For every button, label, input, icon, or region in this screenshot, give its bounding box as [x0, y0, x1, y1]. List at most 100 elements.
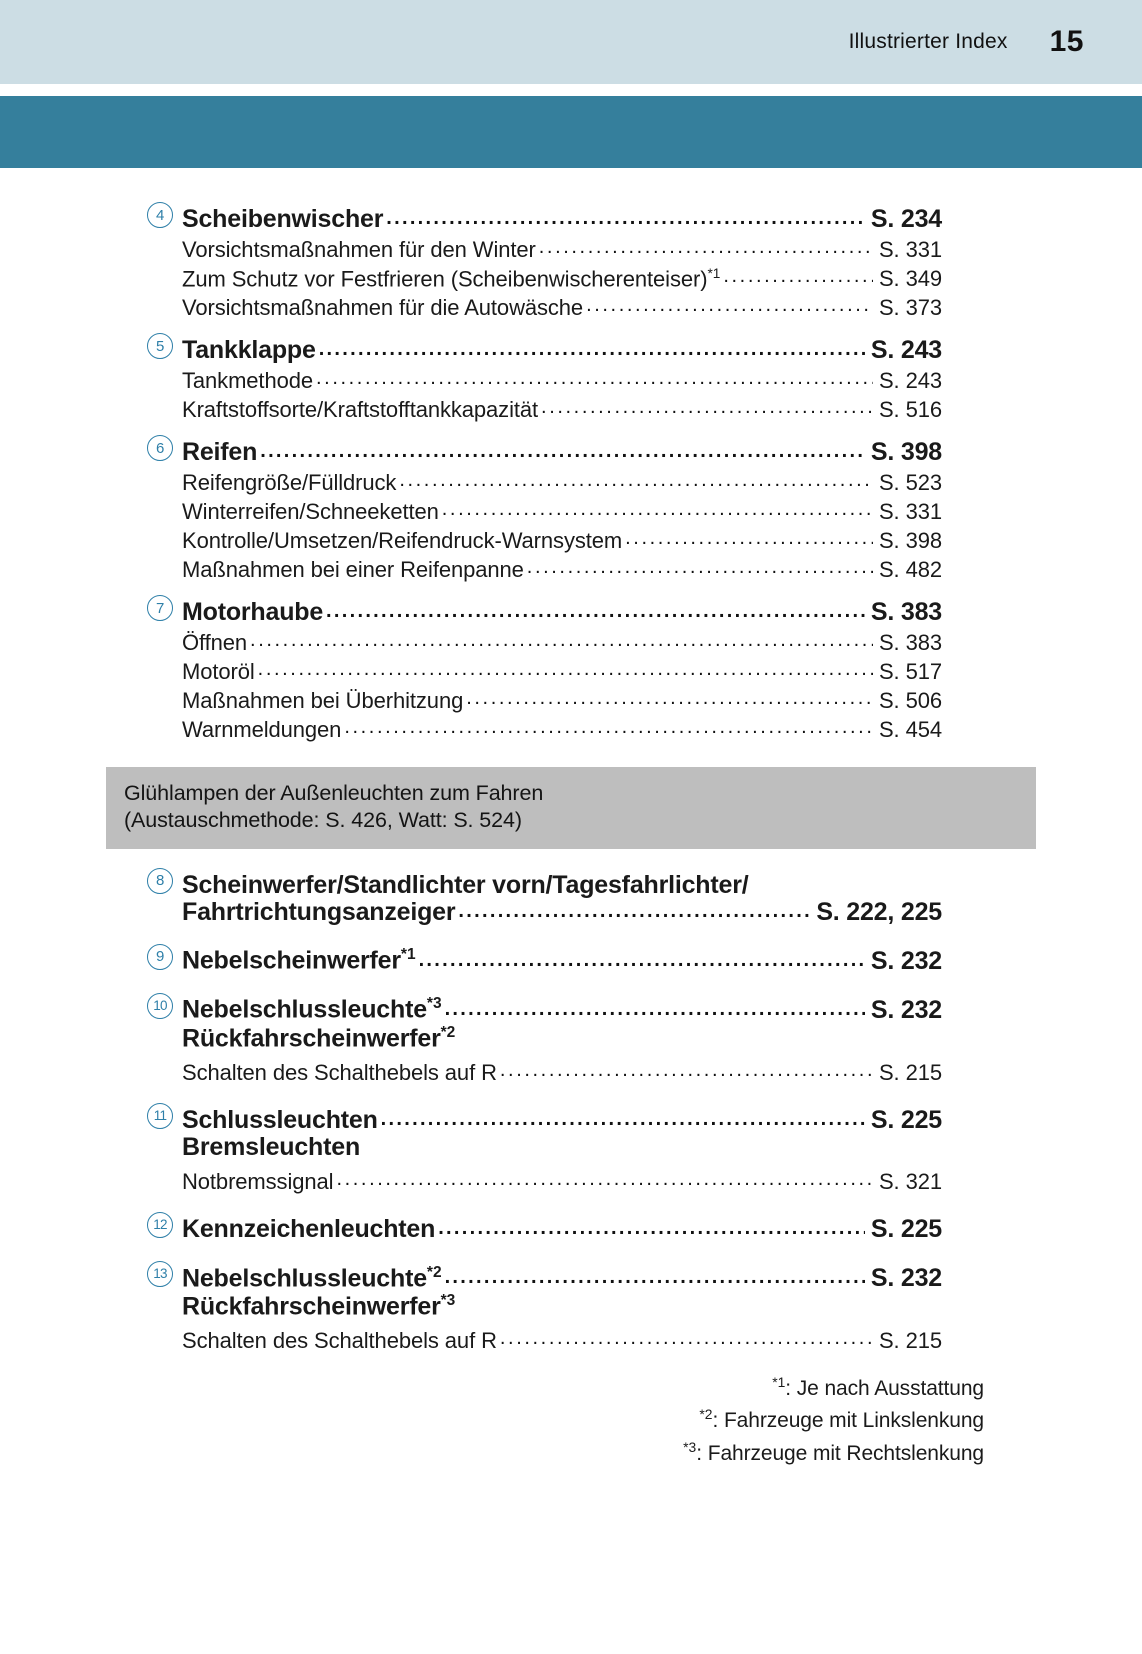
index-sub-row[interactable]: Notbremssignal S. 321: [0, 1169, 1142, 1193]
index-number-cell: [138, 921, 182, 925]
footnote-line-2: *2: Fahrzeuge mit Linkslenkung: [699, 1406, 984, 1433]
index-number-cell: [138, 1189, 182, 1193]
index-sub-row[interactable]: Tankmethode S. 243: [0, 368, 1142, 392]
index-main-label: Motorhaube: [182, 598, 324, 626]
circled-number-12: 12: [147, 1212, 173, 1239]
leader-dots: [326, 601, 865, 621]
index-main-row[interactable]: 13 Nebelschlussleuchte*2 S. 232: [0, 1261, 1142, 1291]
index-main-row-cont: Bremsleuchten: [0, 1135, 1142, 1160]
index-main-row[interactable]: 10 Nebelschlussleuchte*3 S. 232: [0, 992, 1142, 1024]
index-number-cell: 9: [138, 943, 182, 974]
index-sub-row[interactable]: Vorsichtsmaßnahmen für die Autowäsche S. …: [0, 295, 1142, 319]
index-main-row[interactable]: 4 Scheibenwischer S. 234: [0, 202, 1142, 232]
index-main-page: S. 398: [870, 438, 942, 466]
index-sub-page: S. 517: [878, 659, 942, 684]
index-main-label: Scheinwerfer/Standlichter vorn/Tagesfahr…: [182, 870, 749, 899]
index-main-label: Schlussleuchten: [182, 1106, 378, 1135]
index-sub-label: Schalten des Schalthebels auf R: [182, 1328, 497, 1354]
index-sub-label: Tankmethode: [182, 368, 313, 393]
leader-dots: [586, 295, 873, 315]
footnote-line-1: *1: Je nach Ausstattung: [772, 1374, 984, 1400]
index-main-page: S. 225: [870, 1215, 942, 1244]
footnote-marker: *1: [707, 265, 721, 281]
index-sub-row[interactable]: Kontrolle/Umsetzen/Reifendruck-Warnsyste…: [0, 528, 1142, 552]
index-main-label: Nebelschlussleuchte*3: [182, 995, 442, 1024]
page-number: 15: [1049, 25, 1084, 58]
index-number-cell: [138, 490, 182, 494]
index-main-row-cont[interactable]: Fahrtrichtungsanzeiger S. 222, 225: [0, 897, 1142, 926]
index-sub-label: Motoröl: [182, 659, 255, 684]
index-group: 9 Nebelscheinwerfer*1 S. 232: [0, 943, 1142, 975]
leader-dots: [541, 397, 873, 417]
index-sub-row[interactable]: Schalten des Schalthebels auf R S. 215: [0, 1328, 1142, 1352]
index-sub-label: Kraftstoffsorte/Kraftstofftankkapazität: [182, 397, 539, 422]
footnote-marker: *2: [426, 1263, 442, 1281]
index-sub-label: Kontrolle/Umsetzen/Reifendruck-Warnsyste…: [182, 528, 623, 553]
index-sub-row[interactable]: Maßnahmen bei einer Reifenpanne S. 482: [0, 557, 1142, 581]
index-sub-row[interactable]: Vorsichtsmaßnahmen für den Winter S. 331: [0, 237, 1142, 261]
index-sub-row[interactable]: Öffnen S. 383: [0, 630, 1142, 654]
leader-dots: [381, 1109, 865, 1129]
index-sub-label: Öffnen: [182, 630, 248, 655]
leader-dots: [539, 237, 873, 257]
index-sub-row[interactable]: Winterreifen/Schneeketten S. 331: [0, 499, 1142, 523]
index-main-label: Tankklappe: [182, 336, 316, 364]
leader-dots: [458, 901, 810, 921]
index-group: 6 Reifen S. 398 Reifengröße/Fülldruck S. 523…: [0, 435, 1142, 581]
index-main-row[interactable]: 11 Schlussleuchten S. 225: [0, 1103, 1142, 1133]
index-sub-row[interactable]: Maßnahmen bei Überhitzung S. 506: [0, 688, 1142, 712]
leader-dots: [316, 368, 873, 388]
index-main-row[interactable]: 5 Tankklappe S. 243: [0, 333, 1142, 363]
index-main-page: S. 232: [870, 1264, 942, 1293]
index-main-row[interactable]: 12 Kennzeichenleuchten S. 225: [0, 1212, 1142, 1242]
index-sub-row[interactable]: Schalten des Schalthebels auf R S. 215: [0, 1060, 1142, 1084]
index-number-cell: [138, 315, 182, 319]
index-main-label: Kennzeichenleuchten: [182, 1215, 436, 1244]
footnote-marker: *2: [440, 1023, 456, 1041]
index-sub-page: S. 349: [878, 266, 942, 291]
index-number-cell: 5: [138, 333, 182, 363]
index-sub-row[interactable]: Motoröl S. 517: [0, 659, 1142, 683]
index-number-cell: 6: [138, 435, 182, 465]
index-main-row-cont: Rückfahrscheinwerfer*2: [0, 1025, 1142, 1051]
index-main-label: Fahrtrichtungsanzeiger: [182, 897, 456, 926]
index-number-cell: 8: [138, 867, 182, 898]
index-number-cell: [138, 1315, 182, 1319]
index-sub-page: S. 321: [878, 1169, 942, 1195]
index-main-row[interactable]: 8 Scheinwerfer/Standlichter vorn/Tagesfah…: [0, 867, 1142, 899]
index-sub-row[interactable]: Zum Schutz vor Festfrieren (Scheibenwisc…: [0, 266, 1142, 290]
leader-dots: [344, 717, 873, 737]
index-main-page: S. 232: [870, 946, 942, 975]
index-sub-page: S. 331: [878, 499, 942, 524]
footnotes: *1: Je nach Ausstattung *2: Fahrzeuge mit…: [683, 1372, 984, 1469]
index-number-cell: [138, 577, 182, 581]
index-sub-page: S. 398: [878, 528, 942, 553]
leader-dots: [319, 339, 865, 359]
index-main-row[interactable]: 9 Nebelscheinwerfer*1 S. 232: [0, 943, 1142, 975]
index-number-cell: [138, 388, 182, 392]
leader-dots: [500, 1060, 873, 1080]
index-number-cell: [138, 1348, 182, 1352]
index-sub-page: S. 215: [878, 1328, 942, 1354]
index-number-cell: 13: [138, 1261, 182, 1291]
accent-band: [0, 96, 1142, 168]
index-main-row[interactable]: 7 Motorhaube S. 383: [0, 595, 1142, 625]
index-sub-row[interactable]: Warnmeldungen S. 454: [0, 717, 1142, 741]
index-number-cell: [138, 679, 182, 683]
index-main-row[interactable]: 6 Reifen S. 398: [0, 435, 1142, 465]
index-upper-groups: 4 Scheibenwischer S. 234 Vorsichtsmaßnahmen…: [0, 202, 1142, 741]
footnote-line-3: *3: Fahrzeuge mit Rechtslenkung: [683, 1438, 984, 1465]
index-sub-row[interactable]: Kraftstoffsorte/Kraftstofftankkapazität S…: [0, 397, 1142, 421]
footnote-marker: *3: [426, 995, 442, 1013]
index-number-cell: [138, 650, 182, 654]
index-group: 11 Schlussleuchten S. 225 Bremsleuchten Notb…: [0, 1103, 1142, 1193]
circled-number-13: 13: [147, 1261, 173, 1288]
index-sub-row[interactable]: Reifengröße/Fülldruck S. 523: [0, 470, 1142, 494]
index-sub-page: S. 454: [878, 717, 942, 742]
index-main-label: Nebelscheinwerfer*1: [182, 946, 416, 975]
index-number-cell: [138, 257, 182, 261]
index-main-page: S. 243: [870, 336, 942, 364]
index-main-page: S. 222, 225: [816, 897, 942, 926]
page-header-title: Illustrierter Index: [848, 30, 1008, 53]
leader-dots: [258, 659, 873, 679]
